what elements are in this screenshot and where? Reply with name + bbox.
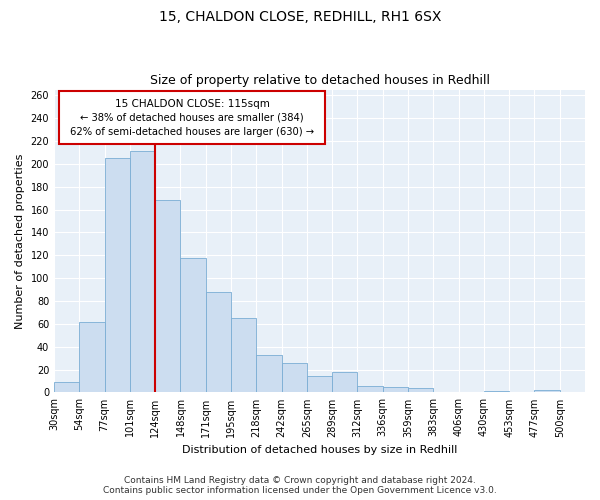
Text: 15, CHALDON CLOSE, REDHILL, RH1 6SX: 15, CHALDON CLOSE, REDHILL, RH1 6SX [159,10,441,24]
Bar [130,152,155,392]
Y-axis label: Number of detached properties: Number of detached properties [15,154,25,328]
Bar [155,200,181,392]
Bar [104,158,130,392]
Text: Contains HM Land Registry data © Crown copyright and database right 2024.
Contai: Contains HM Land Registry data © Crown c… [103,476,497,495]
Bar [408,388,433,392]
Bar [307,376,332,392]
Text: ← 38% of detached houses are smaller (384): ← 38% of detached houses are smaller (38… [80,113,304,123]
Bar [231,318,256,392]
FancyBboxPatch shape [59,91,325,144]
Bar [181,258,206,392]
Bar [332,372,358,392]
Text: 62% of semi-detached houses are larger (630) →: 62% of semi-detached houses are larger (… [70,127,314,137]
X-axis label: Distribution of detached houses by size in Redhill: Distribution of detached houses by size … [182,445,457,455]
Bar [54,382,79,392]
Bar [535,390,560,392]
Bar [383,386,408,392]
Bar [358,386,383,392]
Text: 15 CHALDON CLOSE: 115sqm: 15 CHALDON CLOSE: 115sqm [115,98,269,108]
Bar [281,362,307,392]
Bar [79,322,104,392]
Title: Size of property relative to detached houses in Redhill: Size of property relative to detached ho… [149,74,490,87]
Bar [206,292,231,392]
Bar [256,354,281,393]
